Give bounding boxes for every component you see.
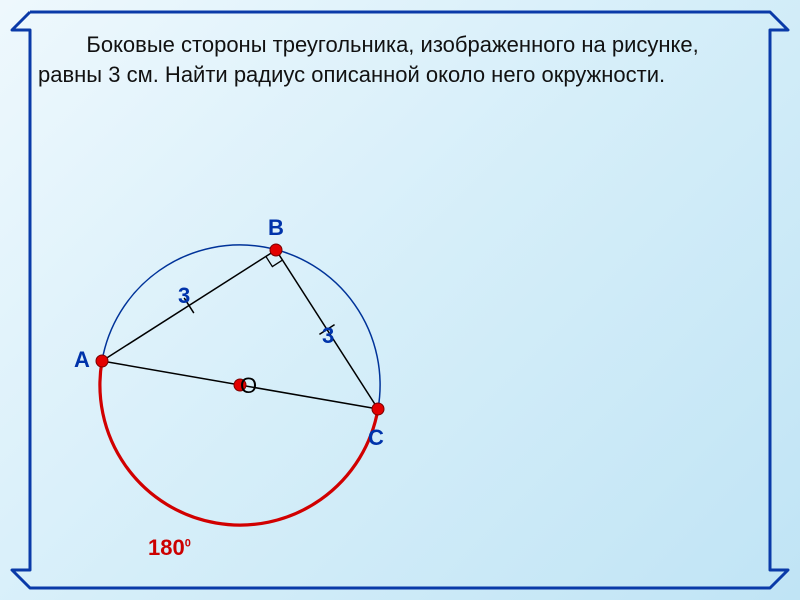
label-c: C	[368, 425, 384, 451]
label-arc: 1800	[148, 535, 191, 561]
content-area: Боковые стороны треугольника, изображенн…	[38, 30, 762, 89]
geometry-diagram: A B C O 3 3 1800	[40, 175, 440, 575]
problem-text: Боковые стороны треугольника, изображенн…	[38, 30, 762, 89]
label-b: B	[268, 215, 284, 241]
label-side-ab: 3	[178, 283, 190, 309]
label-o: O	[240, 373, 257, 399]
label-a: A	[74, 347, 90, 373]
label-side-bc: 3	[322, 323, 334, 349]
